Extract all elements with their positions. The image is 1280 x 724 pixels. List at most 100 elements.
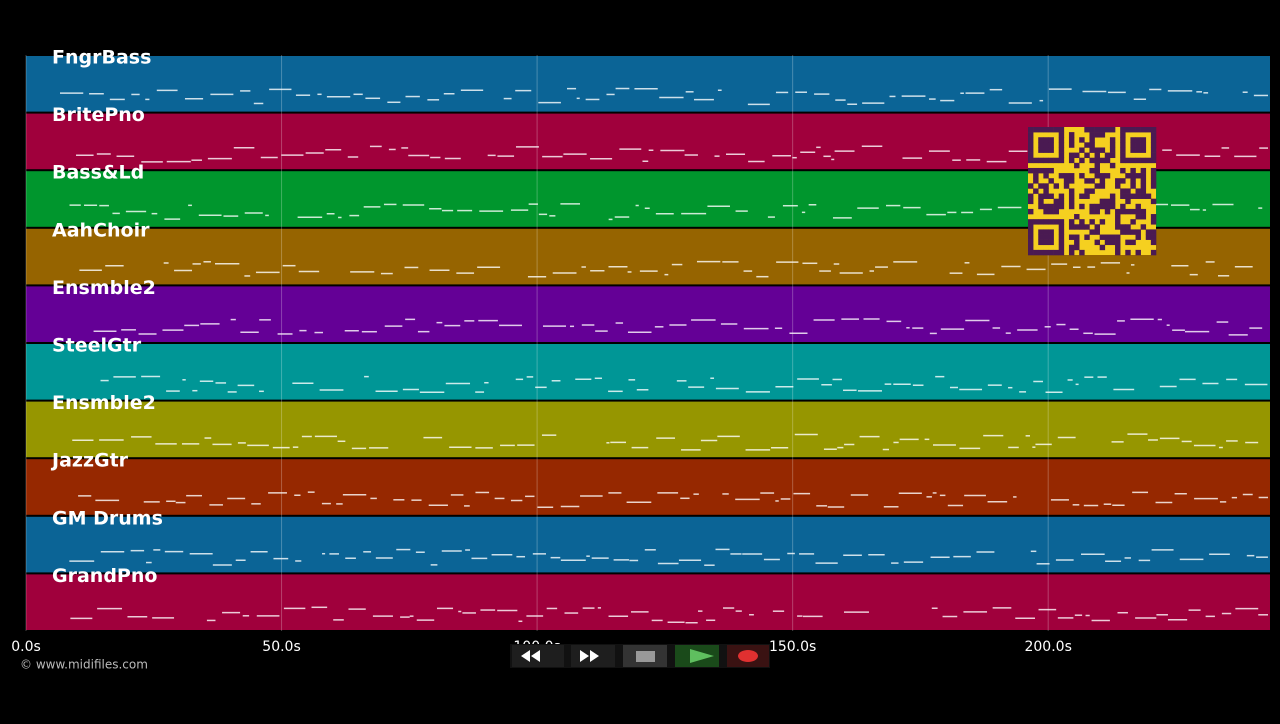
qr-cell	[1099, 157, 1106, 164]
qr-cell	[1109, 198, 1116, 205]
qr-cell	[1068, 142, 1075, 148]
qr-cell	[1079, 203, 1085, 210]
qr-cell	[1048, 234, 1054, 240]
track-row	[26, 516, 1270, 573]
qr-cell	[1058, 132, 1065, 138]
qr-cell	[1125, 157, 1131, 164]
qr-cell	[1048, 249, 1054, 256]
qr-cell	[1058, 198, 1065, 205]
qr-cell	[1109, 152, 1116, 159]
qr-cell	[1125, 198, 1131, 205]
qr-cell	[1130, 183, 1136, 189]
play-button[interactable]	[675, 645, 719, 667]
qr-cell	[1089, 219, 1095, 225]
qr-cell	[1058, 249, 1065, 256]
qr-cell	[1140, 157, 1147, 164]
qr-cell	[1150, 132, 1157, 138]
track-name: FngrBass	[52, 47, 151, 69]
track-name: SteelGtr	[52, 335, 142, 357]
qr-cell	[1058, 224, 1065, 230]
qr-cell	[1038, 137, 1044, 143]
qr-cell	[1033, 219, 1039, 225]
rewind-button[interactable]	[512, 645, 564, 667]
qr-cell	[1120, 178, 1126, 184]
track-name: AahChoir	[52, 219, 150, 241]
qr-cell	[1120, 132, 1126, 138]
qr-cell	[1099, 203, 1106, 210]
qr-cell	[1104, 152, 1111, 159]
qr-cell	[1094, 229, 1100, 235]
qr-cell	[1048, 142, 1054, 148]
qr-cell	[1130, 142, 1136, 148]
qr-cell	[1150, 157, 1157, 164]
qr-cell	[1058, 244, 1065, 251]
qr-cell	[1068, 157, 1075, 164]
qr-cell	[1028, 127, 1034, 133]
qr-cell	[1120, 224, 1126, 230]
record-button[interactable]	[727, 645, 769, 667]
qr-cell	[1089, 147, 1095, 153]
qr-cell	[1120, 203, 1126, 210]
qr-cell	[1074, 239, 1080, 246]
qr-cell	[1084, 152, 1090, 159]
qr-cell	[1104, 239, 1111, 246]
track-name: JazzGtr	[50, 450, 129, 472]
qr-cell	[1150, 167, 1157, 174]
track-rows	[26, 56, 1270, 630]
qr-cell	[1104, 198, 1111, 205]
qr-cell	[1068, 198, 1075, 205]
qr-cell	[1084, 178, 1090, 184]
qr-cell	[1140, 178, 1147, 184]
qr-cell	[1038, 183, 1044, 189]
qr-cell	[1084, 224, 1090, 230]
qr-cell	[1068, 178, 1075, 184]
qr-cell	[1084, 142, 1090, 148]
qr-cell	[1145, 234, 1152, 240]
qr-cell	[1048, 239, 1054, 246]
qr-cell	[1048, 167, 1054, 174]
qr-cell	[1094, 208, 1100, 215]
qr-cell	[1043, 249, 1049, 256]
qr-cell	[1150, 142, 1157, 148]
qr-cell	[1125, 188, 1131, 194]
stop-button[interactable]	[623, 645, 667, 667]
fast-forward-button[interactable]	[571, 645, 615, 667]
qr-cell	[1063, 183, 1070, 189]
qr-cell	[1130, 137, 1136, 143]
qr-cell	[1058, 147, 1065, 153]
qr-cell	[1135, 173, 1141, 179]
track-notes	[79, 260, 1253, 278]
qr-cell	[1074, 214, 1080, 220]
qr-cell	[1120, 188, 1126, 194]
qr-cell	[1053, 183, 1060, 189]
qr-cell	[1043, 147, 1049, 153]
qr-cell	[1140, 137, 1147, 143]
qr-cell	[1043, 203, 1049, 210]
qr-cell	[1079, 173, 1085, 179]
qr-cell	[1125, 229, 1131, 235]
qr-cell	[1120, 229, 1126, 235]
qr-cell	[1028, 219, 1034, 225]
qr-cell	[1120, 157, 1126, 164]
qr-cell	[1043, 239, 1049, 246]
qr-cell	[1089, 208, 1095, 215]
track-name: Bass&Ld	[52, 162, 144, 184]
qr-cell	[1135, 214, 1141, 220]
qr-cell	[1140, 127, 1147, 133]
qr-cell	[1145, 127, 1152, 133]
qr-cell	[1053, 203, 1060, 210]
qr-cell	[1150, 178, 1157, 184]
qr-cell	[1038, 219, 1044, 225]
qr-cell	[1033, 127, 1039, 133]
qr-cell	[1058, 203, 1065, 210]
qr-cell	[1120, 167, 1126, 174]
qr-cell	[1028, 152, 1034, 159]
qr-cell	[1033, 249, 1039, 256]
qr-cell	[1120, 147, 1126, 153]
qr-cell	[1043, 183, 1049, 189]
qr-cell	[1104, 234, 1111, 240]
qr-cell	[1058, 157, 1065, 164]
qr-cell	[1094, 152, 1100, 159]
qr-cell	[1135, 188, 1141, 194]
